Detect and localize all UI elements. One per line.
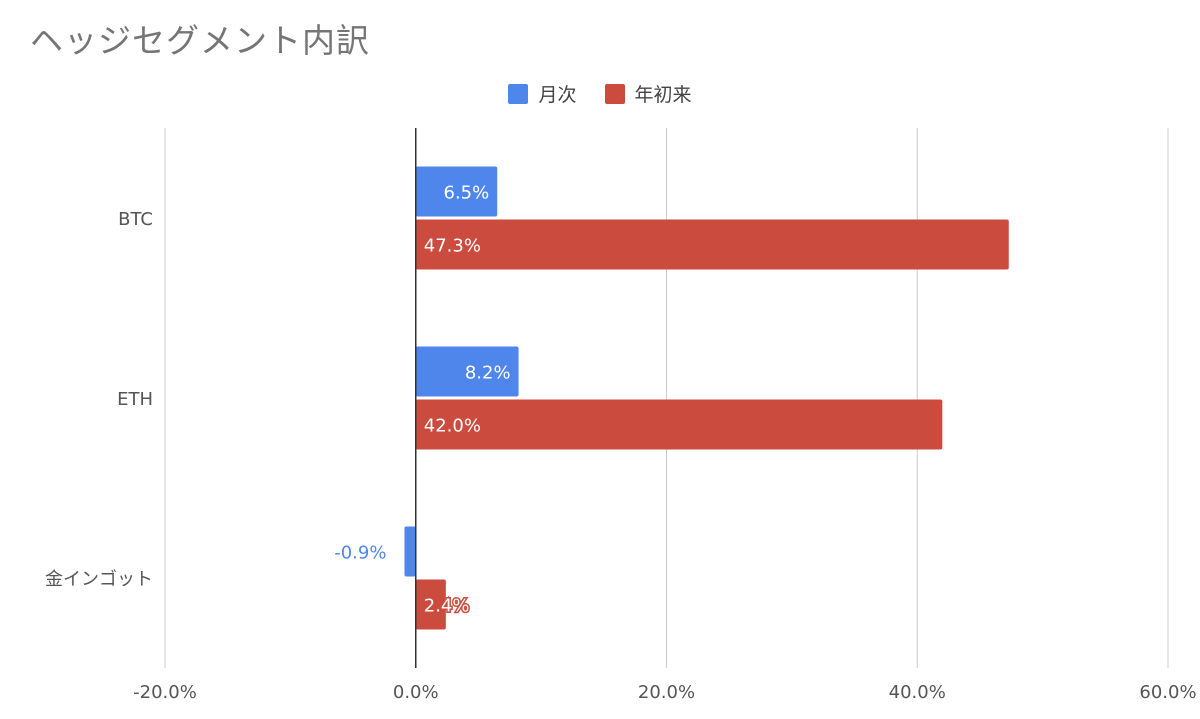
bar-ytd <box>415 399 943 450</box>
data-label: 2.4% <box>424 596 470 617</box>
category-label: ETH <box>117 389 153 410</box>
bar-monthly <box>415 166 498 217</box>
data-label: 6.5% <box>444 183 490 204</box>
category-label: 金インゴット <box>45 569 153 590</box>
category-label: BTC <box>118 209 153 230</box>
data-label: 42.0% <box>424 416 481 437</box>
legend-item-ytd: 年初来 <box>604 80 692 107</box>
legend-swatch-ytd <box>604 83 625 104</box>
data-label: 47.3% <box>424 236 481 257</box>
data-label: -0.9% <box>334 543 386 564</box>
bar-ytd <box>415 579 446 630</box>
legend-label-ytd: 年初来 <box>634 84 692 106</box>
x-tick-label: -20.0% <box>133 682 197 703</box>
chart-title: ヘッジセグメント内訳 <box>30 21 370 60</box>
x-tick-label: 40.0% <box>889 682 946 703</box>
data-label: 8.2% <box>465 363 511 384</box>
legend-swatch-monthly <box>508 83 529 104</box>
x-tick-label: 60.0% <box>1139 682 1196 703</box>
legend: 月次 年初来 <box>0 80 1200 107</box>
x-tick-label: 20.0% <box>638 682 695 703</box>
bar-ytd <box>415 219 1009 270</box>
x-tick-label: 0.0% <box>393 682 439 703</box>
bar-monthly <box>415 346 519 397</box>
legend-label-monthly: 月次 <box>538 84 577 106</box>
bar-monthly <box>404 526 416 577</box>
legend-item-monthly: 月次 <box>508 80 577 107</box>
